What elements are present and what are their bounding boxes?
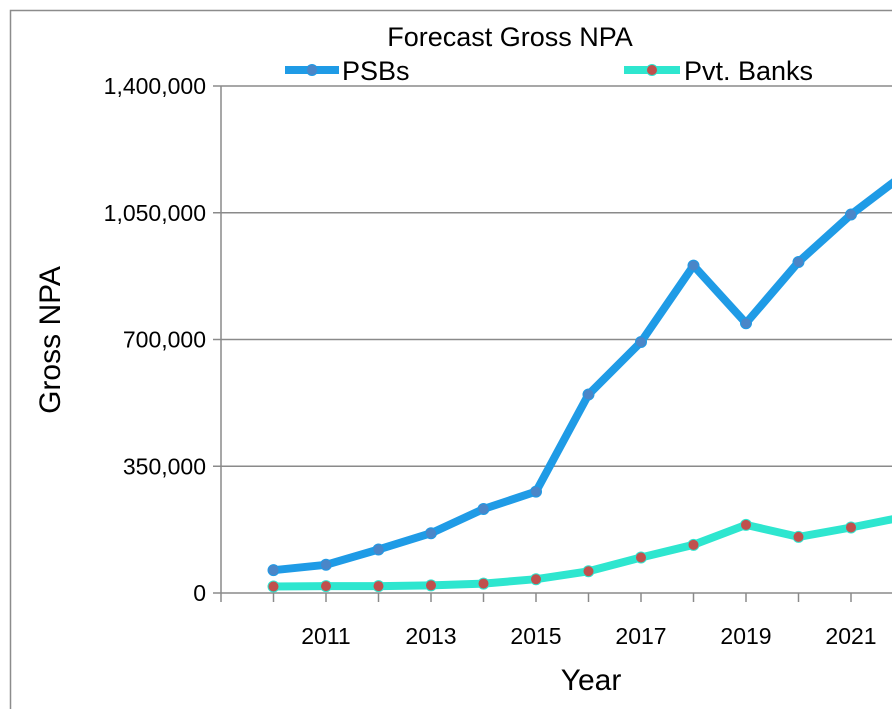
- data-point: [846, 522, 857, 533]
- data-point: [741, 318, 752, 329]
- x-tick-label: 2017: [615, 623, 666, 649]
- chart-border: [11, 11, 892, 710]
- data-point: [636, 552, 647, 563]
- data-point: [583, 566, 594, 577]
- data-point: [373, 544, 384, 555]
- y-tick-label: 1,400,000: [104, 73, 206, 99]
- data-point: [268, 565, 279, 576]
- data-point: [583, 389, 594, 400]
- data-point: [373, 581, 384, 592]
- series-psbs: [268, 175, 892, 576]
- legend-label: PSBs: [342, 56, 410, 86]
- y-axis-title: Gross NPA: [34, 266, 67, 414]
- y-tick-label: 1,050,000: [104, 200, 206, 226]
- data-point: [321, 581, 332, 592]
- legend-item: Pvt. Banks: [624, 56, 813, 86]
- series-line: [274, 175, 892, 571]
- data-point: [426, 528, 437, 539]
- x-tick-label: 2011: [301, 623, 350, 649]
- data-point: [688, 539, 699, 550]
- x-tick-label: 2019: [720, 623, 771, 649]
- x-tick-label: 2015: [510, 623, 561, 649]
- data-point: [268, 581, 279, 592]
- legend-marker: [307, 65, 318, 76]
- data-point: [478, 578, 489, 589]
- data-point: [426, 580, 437, 591]
- legend-label: Pvt. Banks: [684, 56, 813, 86]
- series-layer: [268, 175, 892, 592]
- data-point: [478, 503, 489, 514]
- data-point: [531, 574, 542, 585]
- chart-title: Forecast Gross NPA: [387, 22, 633, 52]
- x-tick-label: 2021: [825, 623, 876, 649]
- data-point: [688, 260, 699, 271]
- data-point: [793, 257, 804, 268]
- y-tick-label: 700,000: [123, 327, 206, 353]
- data-point: [846, 209, 857, 220]
- x-axis-title: Year: [561, 664, 622, 697]
- data-point: [531, 486, 542, 497]
- x-tick-label: 2013: [405, 623, 456, 649]
- y-tick-label: 350,000: [123, 453, 206, 479]
- data-point: [636, 337, 647, 348]
- legend-item: PSBs: [285, 56, 410, 86]
- legend-marker: [647, 65, 658, 76]
- legend: PSBs Pvt. Banks: [285, 56, 813, 86]
- axes: 0 350,000 700,000 1,050,000 1,400,000 2011 201…: [104, 73, 892, 649]
- y-tick-label: 0: [193, 580, 206, 606]
- data-point: [321, 559, 332, 570]
- data-point: [741, 519, 752, 530]
- data-point: [793, 531, 804, 542]
